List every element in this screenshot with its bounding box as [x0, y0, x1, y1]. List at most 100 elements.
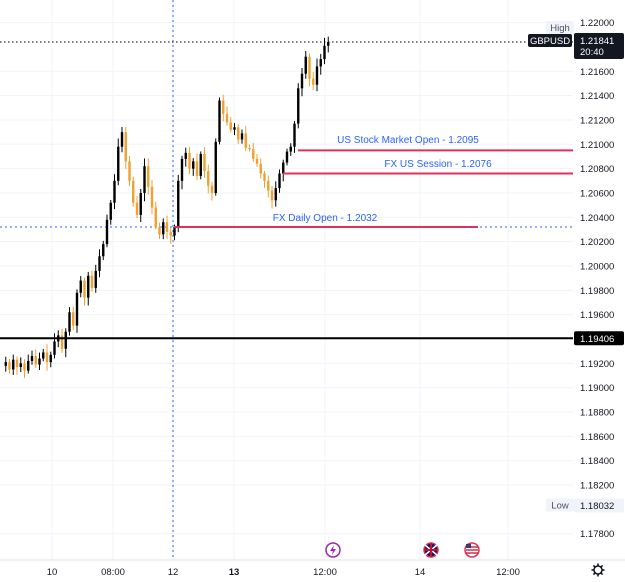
event-icons[interactable]	[325, 542, 605, 577]
symbol-badge-box	[528, 34, 572, 47]
candle-body	[150, 186, 154, 208]
candle-body	[23, 363, 26, 371]
candle-body	[75, 292, 79, 326]
low-value: 1.18032	[580, 501, 614, 512]
candle-body	[15, 359, 19, 368]
time-tick-label: 14	[415, 567, 426, 578]
support-badge: 1.19406	[580, 334, 614, 345]
time-tick-label: 12:00	[496, 567, 520, 578]
uk-flag-icon[interactable]	[423, 542, 439, 558]
candle-body	[109, 202, 112, 220]
candle-body	[8, 362, 11, 370]
candle-body	[94, 270, 97, 288]
settings-gear-icon[interactable]	[591, 563, 605, 577]
support-badge-box	[574, 331, 624, 346]
candle-body	[278, 173, 281, 189]
candle-body	[83, 280, 86, 298]
low-value-box	[574, 498, 624, 513]
candle-body	[263, 173, 266, 181]
candle-body	[252, 149, 255, 159]
candle-body	[173, 227, 176, 236]
candle-body	[90, 275, 94, 288]
candle-body	[165, 222, 169, 232]
current-price-box	[574, 33, 624, 59]
candle-body	[192, 161, 195, 169]
candle-body	[169, 231, 172, 236]
candle-body	[42, 352, 45, 359]
candle-body	[177, 180, 180, 228]
candle-body	[158, 227, 161, 235]
candle-body	[323, 45, 326, 60]
price-tick-label: 1.21200	[580, 115, 614, 126]
price-tick-label: 1.18600	[580, 432, 614, 443]
candle-body	[259, 163, 262, 174]
candle-body	[315, 66, 319, 85]
gear-tooth	[600, 564, 604, 568]
price-axis[interactable]: 1.22000 1.21600 1.21400 1.21200 1.21000 1.208…	[573, 0, 625, 560]
level-lines: US Stock Market Open - 1.2095 FX US Sessi…	[0, 135, 573, 340]
time-axis[interactable]: 10 08:00 12 13 12:00 14 12:00	[0, 559, 625, 578]
price-tick-label: 1.18400	[580, 456, 614, 467]
candle-body	[207, 171, 210, 186]
level-label: FX Daily Open - 1.2032	[273, 213, 378, 224]
price-tick-label: 1.19800	[580, 286, 614, 297]
price-tick-label: 1.18200	[580, 481, 614, 492]
countdown-label: 20:40	[580, 47, 604, 58]
candle-body	[210, 185, 214, 193]
current-price-label: 1.21841	[580, 36, 614, 47]
candle-body	[12, 359, 15, 370]
us-flag-canton	[466, 544, 471, 548]
candle-body	[72, 312, 75, 326]
candle-body	[285, 151, 289, 163]
candle-body	[53, 341, 56, 355]
gear-tooth	[600, 572, 604, 576]
candle-body	[139, 192, 142, 215]
candle-body	[293, 123, 296, 147]
candle-body	[308, 56, 311, 79]
candle-body	[124, 132, 127, 162]
time-tick-label: 12	[168, 567, 179, 578]
candle-body	[49, 354, 52, 363]
candle-body	[203, 154, 206, 172]
symbol-badge: GBPUSD	[530, 36, 570, 47]
candle-body	[270, 190, 274, 201]
price-badges: High1.21870GBPUSD1.2184120:401.19406Low1…	[528, 21, 624, 513]
candle-body	[19, 363, 22, 368]
price-tick-label: 1.19600	[580, 310, 614, 321]
candle-body	[312, 78, 315, 85]
price-tick-label: 1.21600	[580, 67, 614, 78]
candle-body	[188, 152, 191, 169]
candle-body	[237, 127, 240, 140]
candle-body	[180, 158, 184, 181]
candle-body	[282, 162, 285, 174]
candle-body	[34, 356, 37, 365]
candle-body	[255, 158, 259, 164]
price-tick-label: 1.20000	[580, 262, 614, 273]
candle-body	[319, 59, 322, 67]
candle-body	[30, 356, 34, 361]
candle-body	[64, 331, 67, 349]
candle-body	[38, 358, 41, 365]
price-axis-bg	[573, 0, 625, 560]
candle-body	[105, 219, 109, 245]
guide-lines	[0, 0, 573, 560]
candle-body	[244, 133, 247, 148]
candle-body	[327, 42, 330, 46]
high-label-box	[546, 21, 574, 34]
low-label-box	[546, 498, 574, 512]
candle-body	[297, 88, 300, 124]
time-tick-label: 12:00	[313, 567, 337, 578]
time-tick-label: 10	[47, 567, 58, 578]
candle-body	[102, 244, 105, 257]
candle-body	[300, 73, 304, 89]
candle-body	[147, 166, 150, 187]
candle-body	[214, 141, 217, 193]
candle-body	[45, 352, 49, 363]
candle-body	[4, 362, 7, 366]
us-flag-icon[interactable]	[464, 542, 480, 558]
candles	[4, 36, 330, 378]
lightning-event-icon[interactable]	[325, 542, 341, 558]
candle-body	[68, 312, 71, 332]
price-tick-label: 1.20800	[580, 164, 614, 175]
